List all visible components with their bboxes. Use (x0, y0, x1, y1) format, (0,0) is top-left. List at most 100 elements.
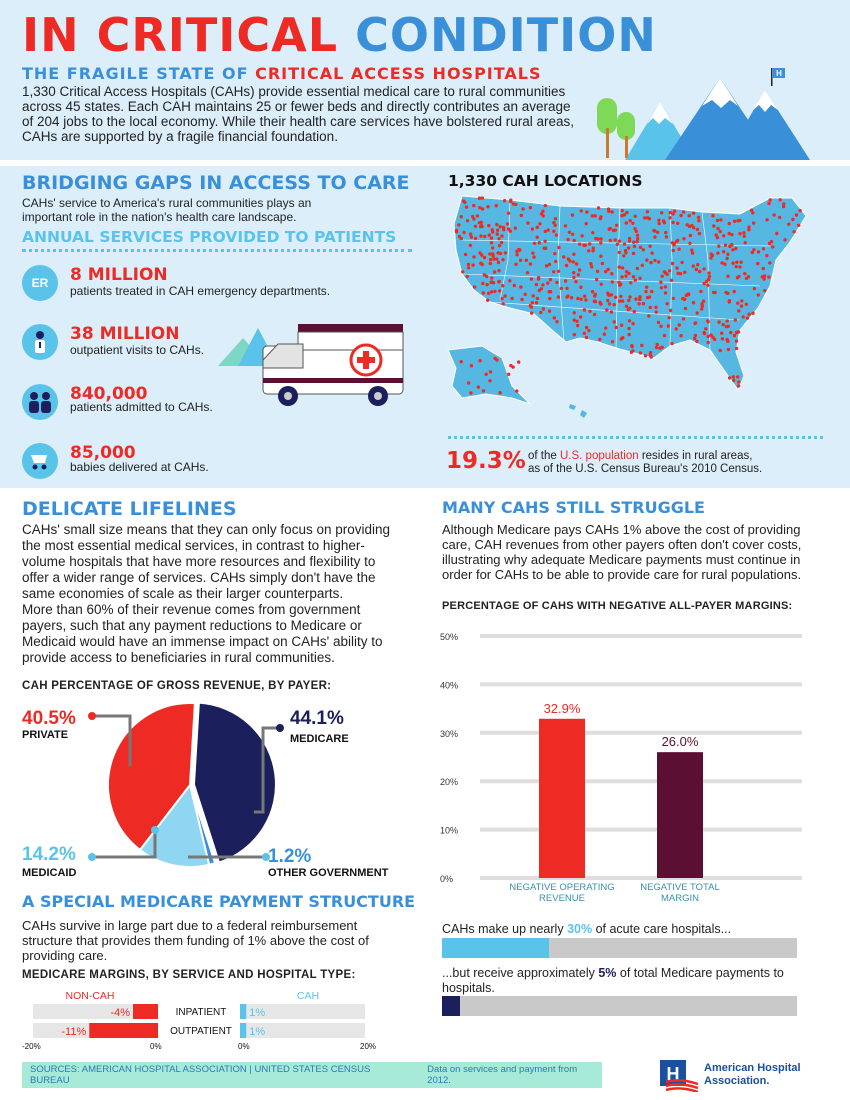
cah-dot (697, 219, 701, 223)
cah-dot (635, 240, 639, 244)
cah-dot (480, 207, 485, 211)
margin-bar-noncah (89, 1023, 158, 1038)
cah-dot (637, 302, 641, 306)
cah-dot (606, 293, 611, 297)
cah-dot (487, 223, 491, 228)
cah-dot (695, 227, 700, 232)
cah-dot (688, 233, 693, 238)
cah-dot (491, 252, 495, 256)
cah-dot (721, 322, 725, 327)
cah-dot (624, 221, 628, 225)
cah-dot (574, 262, 579, 266)
bar-value-label: 32.9% (544, 701, 581, 716)
cah-dot (478, 359, 482, 363)
cah-dot (669, 278, 674, 282)
cah-dot (725, 319, 729, 323)
cah-dot (553, 223, 557, 227)
cah-dot (494, 203, 498, 208)
cah-dot (491, 246, 495, 250)
cah-dot (483, 234, 487, 239)
cah-dot (687, 224, 692, 229)
cah-dot (547, 309, 552, 313)
cah-dot (627, 271, 631, 276)
cah-dot (723, 243, 728, 247)
cah-dot (604, 269, 608, 274)
cah-dot (576, 323, 580, 328)
cah-dot (672, 209, 677, 213)
pie-slice-medicare (192, 701, 277, 864)
cah-dot (480, 196, 484, 200)
cah-dot (609, 293, 614, 297)
cah-dot (624, 274, 628, 278)
cah-dot (563, 279, 568, 283)
cah-dot (693, 321, 698, 325)
cah-dot (552, 316, 556, 320)
cah-dot (543, 203, 547, 208)
cah-dot (565, 286, 569, 290)
cah-dot (467, 381, 471, 385)
cah-dot (648, 353, 652, 357)
cah-dot (589, 262, 593, 266)
cah-dot (528, 205, 533, 210)
aha-logo[interactable]: H American Hospital Association. (660, 1060, 810, 1092)
cah-dot (732, 289, 736, 294)
cah-dot (668, 210, 672, 215)
cah-dot (761, 266, 765, 271)
cah-dot (570, 213, 575, 217)
cah-dot (702, 281, 706, 286)
cah-dot (627, 239, 632, 243)
cah-dot (592, 312, 597, 317)
cah-dot (496, 260, 501, 265)
stat-er-value: 8 MILLION (70, 265, 168, 285)
cah-dot (645, 285, 649, 289)
cah-dot (725, 256, 729, 261)
cah-dot (580, 234, 584, 238)
cah-dot (563, 224, 568, 228)
cah-dot (499, 240, 504, 245)
cah-dot (715, 218, 720, 223)
cah-dot (583, 294, 587, 298)
cah-dot (463, 252, 468, 257)
cah-dot (653, 258, 657, 263)
cah-dot (722, 250, 726, 254)
margin-bars: -4% 1% -11% 1% (33, 1004, 365, 1038)
census-link[interactable]: U.S. population (559, 450, 639, 462)
cah-dot (656, 230, 660, 234)
struggle-text: Although Medicare pays CAHs 1% above the… (442, 522, 802, 582)
pie-label-medicare-value: 44.1% (290, 708, 344, 729)
cah-dot (556, 269, 561, 273)
share-payment-bar (442, 996, 797, 1016)
cah-dot (797, 223, 801, 227)
cah-dot (614, 325, 618, 330)
cah-dot (559, 286, 563, 291)
cah-dot (631, 322, 635, 326)
cah-dot (746, 275, 751, 279)
cah-dot (482, 255, 487, 260)
ambulance-illustration (218, 324, 404, 406)
cah-dot (736, 330, 741, 334)
cah-dot (738, 218, 742, 223)
cah-dot (546, 228, 550, 232)
map-divider (448, 436, 823, 439)
cah-dot (578, 315, 583, 319)
cah-dot (663, 291, 668, 295)
cah-dot (727, 300, 731, 304)
cah-dot (477, 196, 482, 200)
cah-dot (548, 296, 552, 301)
cah-dot (466, 262, 471, 267)
cah-dot (704, 327, 708, 331)
cah-dot (554, 233, 559, 237)
cah-dot (495, 228, 500, 232)
cah-dot (488, 257, 493, 262)
cah-dot (647, 314, 651, 318)
cah-dot (695, 339, 699, 344)
cah-dot (706, 319, 710, 323)
cah-dot (665, 302, 669, 306)
cah-dot (486, 205, 490, 209)
cah-dot (751, 311, 755, 315)
cah-dot (564, 263, 569, 268)
cah-dot (718, 229, 722, 234)
cah-dot (768, 261, 772, 265)
cah-dot (582, 331, 587, 335)
cah-dot (501, 258, 505, 262)
